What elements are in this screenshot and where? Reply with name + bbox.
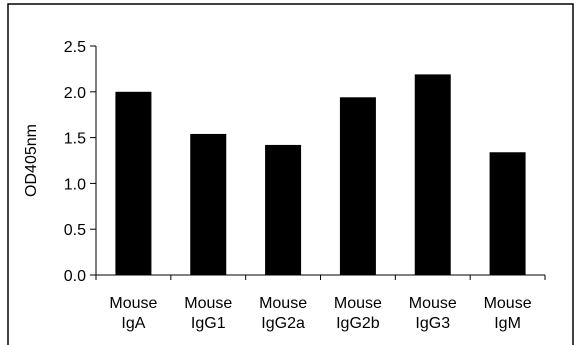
bar [190, 133, 227, 275]
y-axis-label: OD405nm [23, 124, 40, 197]
plot-area: 0.0 0.5 1.0 1.5 2.0 2.5 Mouse IgA Mouse IgG1 Mouse… [64, 39, 546, 332]
y-tick-label: 1.5 [64, 131, 86, 148]
y-tick-label: 1.0 [64, 176, 86, 193]
x-category-label: IgG3 [415, 315, 450, 332]
x-category-label: IgA [121, 315, 145, 332]
y-tick-label: 0.0 [64, 268, 86, 285]
bar [265, 144, 302, 275]
bar [339, 97, 376, 276]
y-tick-label: 0.5 [64, 222, 86, 239]
x-category-label: Mouse [184, 295, 232, 312]
y-tick-label: 2.5 [64, 39, 86, 56]
x-category-label: IgG1 [191, 315, 226, 332]
x-category-label: IgG2b [336, 315, 380, 332]
y-tick-label: 2.0 [64, 85, 86, 102]
bar [414, 74, 451, 275]
x-category-label: Mouse [484, 295, 532, 312]
x-category-label: IgG2a [261, 315, 305, 332]
x-category-label: Mouse [109, 295, 157, 312]
x-category-label: IgM [494, 315, 521, 332]
bar [115, 91, 152, 275]
x-category-label: Mouse [334, 295, 382, 312]
x-category-label: Mouse [409, 295, 457, 312]
bar [489, 152, 526, 275]
x-category-label: Mouse [259, 295, 307, 312]
